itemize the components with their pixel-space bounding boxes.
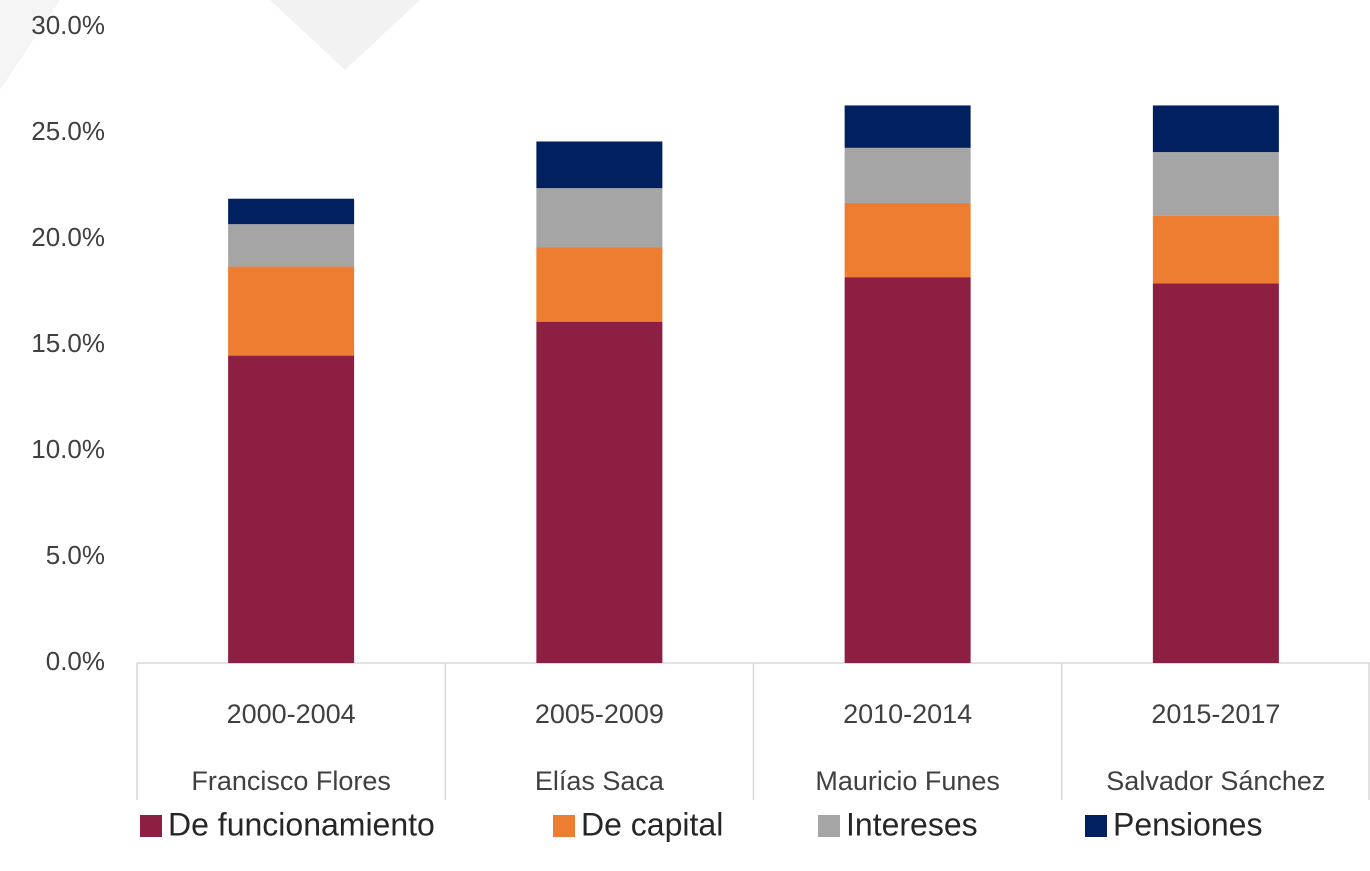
bar-segment: [844, 105, 971, 148]
bar-segment: [844, 277, 971, 663]
bar-segment: [536, 321, 663, 663]
bar-segment: [228, 266, 355, 356]
x-tick-label: 2015-2017: [1151, 699, 1280, 729]
bar-segment: [536, 247, 663, 322]
x-tick-label: 2005-2009: [535, 699, 664, 729]
y-tick-label: 15.0%: [31, 328, 105, 358]
bar-segment: [228, 224, 355, 267]
x-tick-label: 2010-2014: [843, 699, 972, 729]
bar-segment: [844, 147, 971, 203]
y-tick-label: 5.0%: [46, 540, 105, 570]
legend-label: Intereses: [846, 806, 978, 842]
y-tick-label: 20.0%: [31, 222, 105, 252]
legend-swatch: [553, 815, 575, 837]
bar-segment: [1152, 105, 1279, 153]
bar-segment: [228, 355, 355, 663]
y-tick-label: 25.0%: [31, 116, 105, 146]
legend-swatch: [140, 815, 162, 837]
x-group-label: Mauricio Funes: [815, 766, 1000, 796]
background-decoration: [0, 0, 60, 90]
y-tick-label: 30.0%: [31, 10, 105, 40]
x-group-label: Francisco Flores: [191, 766, 391, 796]
bar-segment: [1152, 283, 1279, 663]
legend-label: De capital: [581, 806, 723, 842]
bar-segment: [228, 198, 355, 225]
bar-segment: [536, 188, 663, 248]
x-group-label: Elías Saca: [535, 766, 665, 796]
legend-label: Pensiones: [1113, 806, 1262, 842]
x-group-label: Salvador Sánchez: [1106, 766, 1325, 796]
bar-segment: [536, 141, 663, 189]
y-tick-label: 0.0%: [46, 646, 105, 676]
y-tick-label: 10.0%: [31, 434, 105, 464]
bar-segment: [1152, 152, 1279, 216]
bar-segment: [844, 202, 971, 278]
legend-swatch: [818, 815, 840, 837]
bar-segment: [1152, 215, 1279, 284]
background-decoration: [270, 0, 420, 70]
x-tick-label: 2000-2004: [227, 699, 356, 729]
legend-label: De funcionamiento: [168, 806, 435, 842]
legend-swatch: [1085, 815, 1107, 837]
